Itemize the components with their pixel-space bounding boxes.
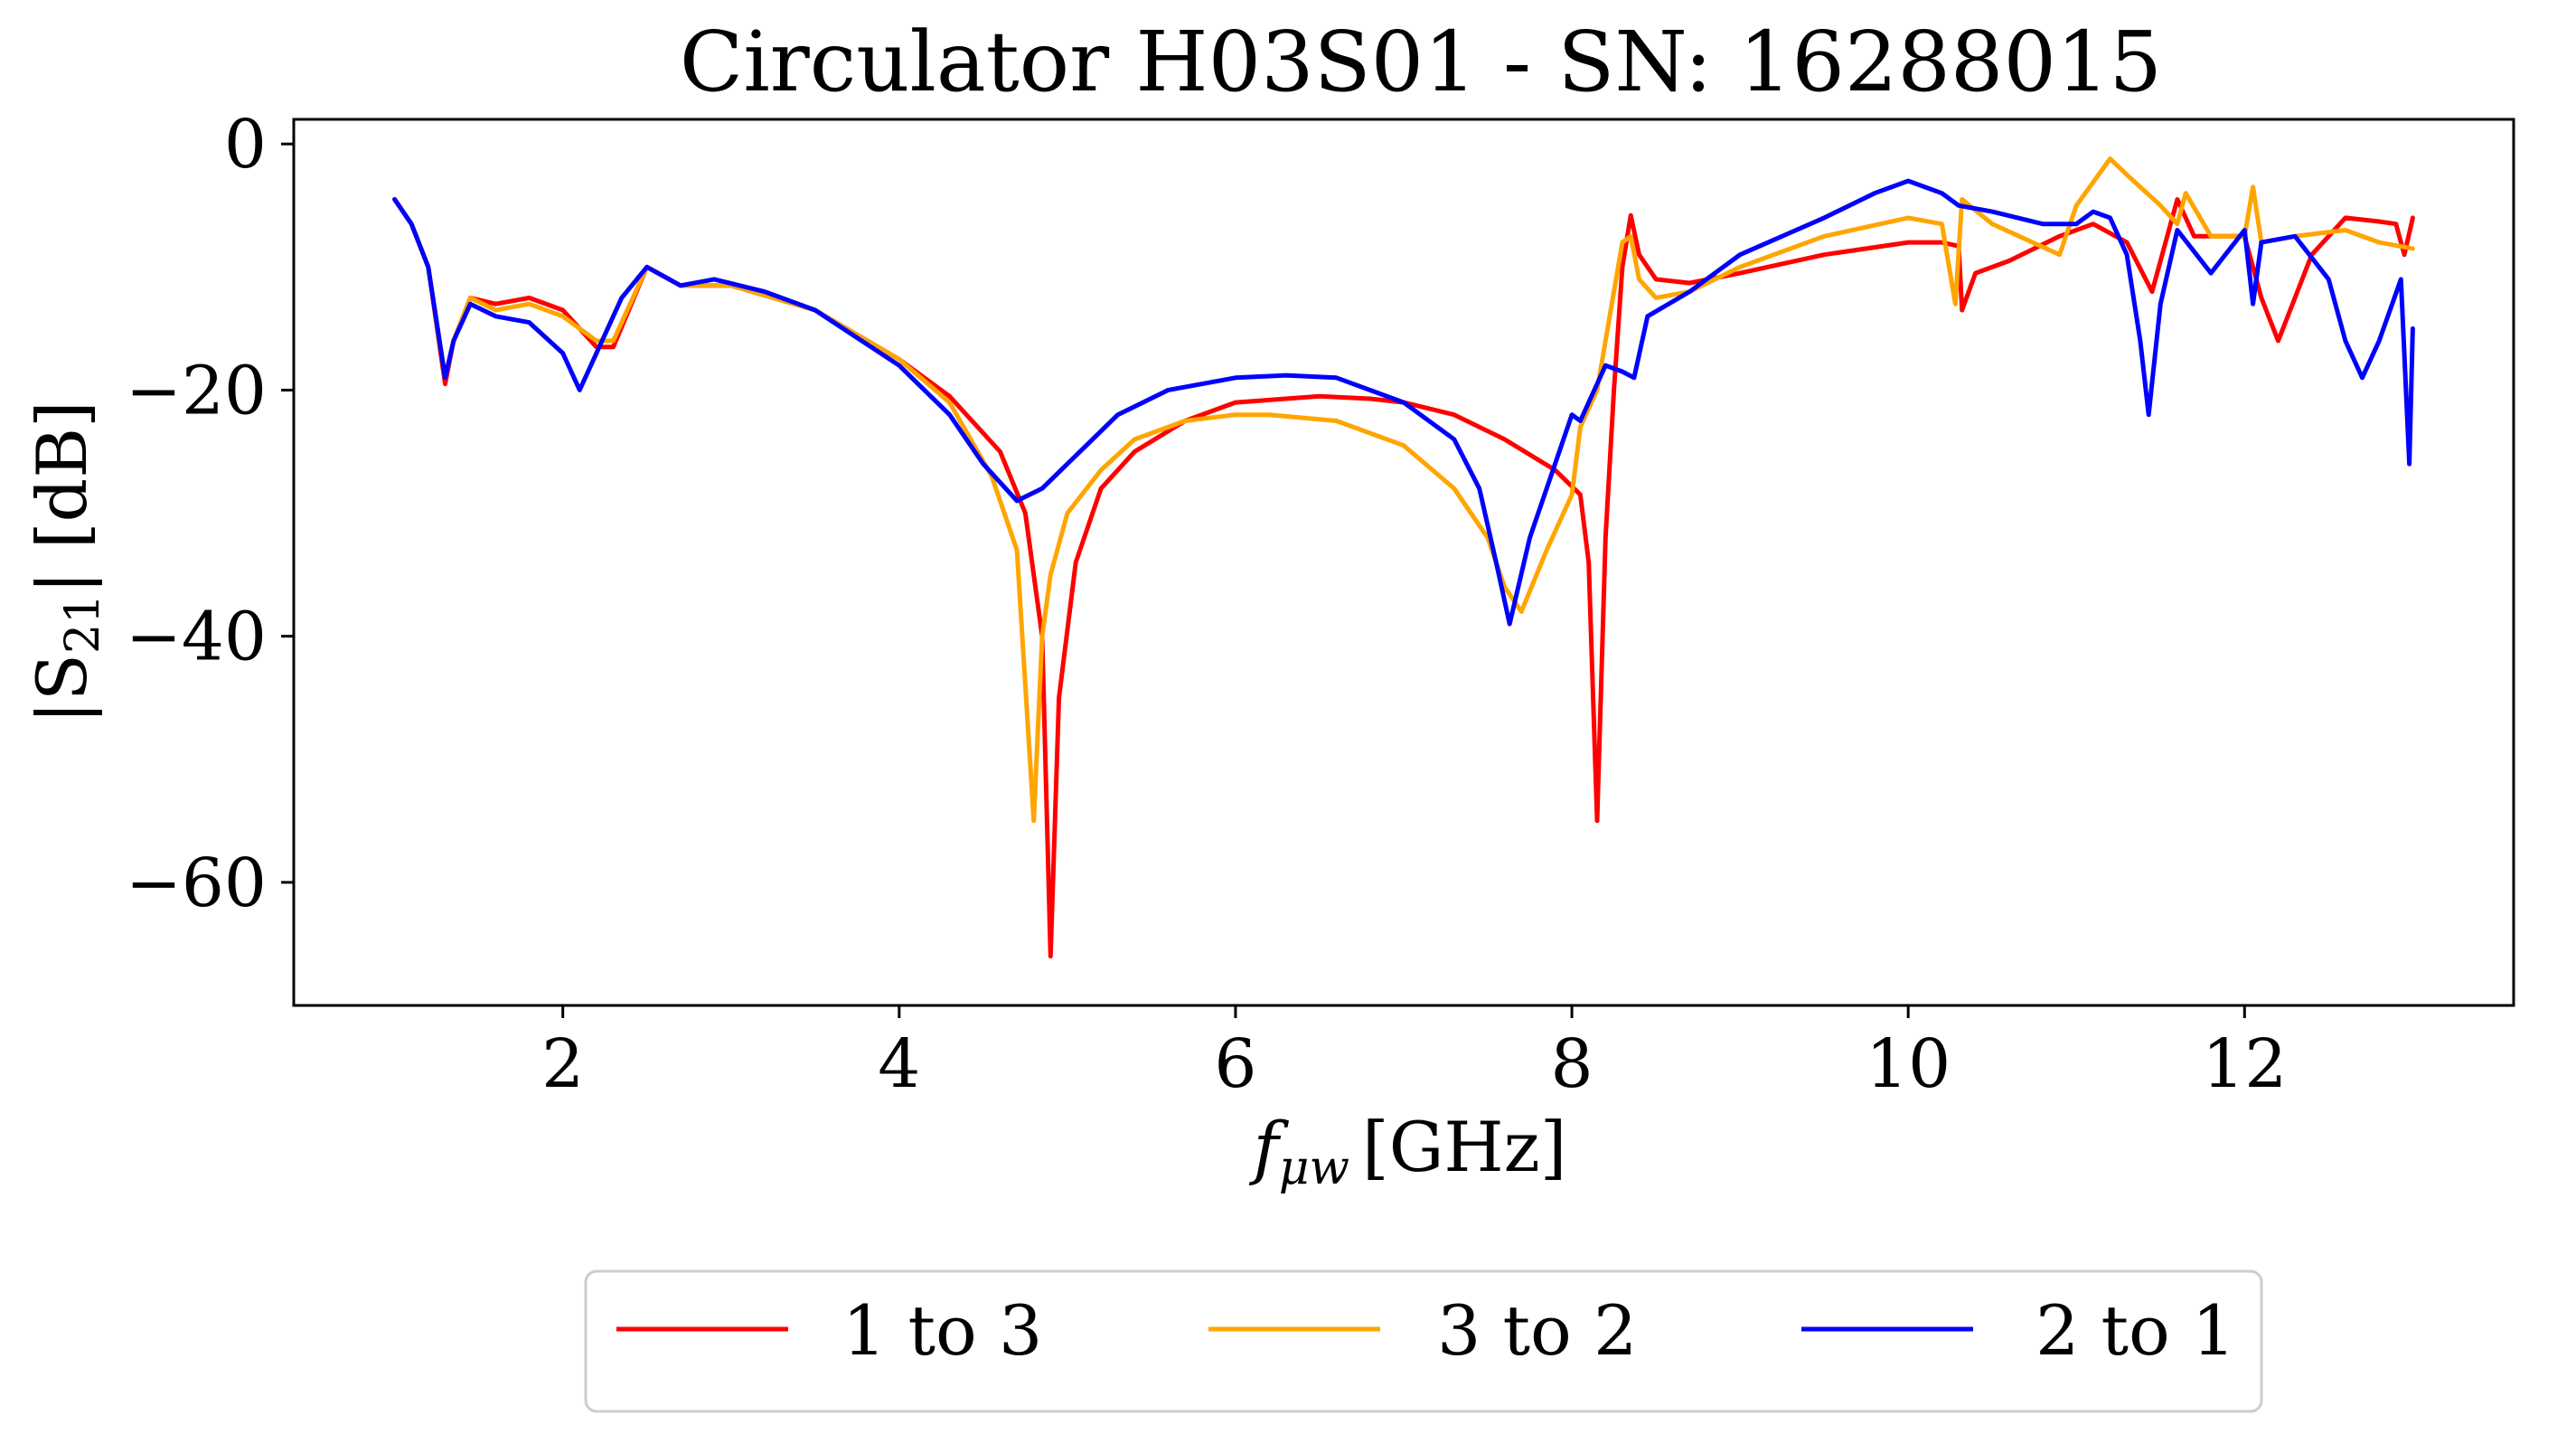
y-tick-label: −20 bbox=[126, 352, 267, 429]
x-tick-label: 4 bbox=[878, 1025, 920, 1103]
legend-box bbox=[584, 1269, 2263, 1413]
series-group bbox=[392, 156, 2415, 959]
x-tick-label: 12 bbox=[2202, 1025, 2287, 1103]
legend-label-2-to-1: 2 to 1 bbox=[2035, 1290, 2235, 1371]
plot-frame bbox=[292, 118, 2515, 1007]
y-tick-label: −60 bbox=[126, 844, 267, 922]
legend-label-3-to-2: 3 to 2 bbox=[1437, 1290, 1637, 1371]
series-line-3-to-2 bbox=[392, 156, 2415, 824]
y-axis-label-main: |S bbox=[22, 654, 102, 724]
y-tick-label: 0 bbox=[224, 106, 267, 184]
x-tick-label: 2 bbox=[541, 1025, 584, 1103]
y-ticks: 0 −20 −40 −60 bbox=[126, 106, 294, 922]
legend-label-1-to-3: 1 to 3 bbox=[842, 1290, 1042, 1371]
x-tick-label: 6 bbox=[1214, 1025, 1256, 1103]
y-tick-label: −40 bbox=[126, 599, 267, 676]
x-ticks: 2 4 6 8 10 12 bbox=[541, 1005, 2287, 1103]
x-axis-label: fμw [GHz] bbox=[1249, 1107, 1567, 1195]
x-tick-label: 10 bbox=[1866, 1025, 1951, 1103]
chart-title: Circulator H03S01 - SN: 16288015 bbox=[680, 14, 2162, 110]
y-axis-label: |S21| [dB] bbox=[22, 401, 110, 723]
series-line-2-to-1 bbox=[392, 178, 2415, 627]
x-axis-label-unit: [GHz] bbox=[1362, 1107, 1566, 1187]
y-axis-label-unit: | [dB] bbox=[22, 401, 102, 594]
plot-area: 2 4 6 8 10 12 0 −20 −40 −60 bbox=[126, 106, 2515, 1103]
x-tick-label: 8 bbox=[1551, 1025, 1594, 1103]
legend: 1 to 3 3 to 2 2 to 1 bbox=[584, 1269, 2263, 1413]
x-axis-label-sub: μw bbox=[1279, 1141, 1349, 1195]
series-line-1-to-3 bbox=[392, 197, 2415, 959]
y-axis-label-sub: 21 bbox=[56, 594, 110, 654]
